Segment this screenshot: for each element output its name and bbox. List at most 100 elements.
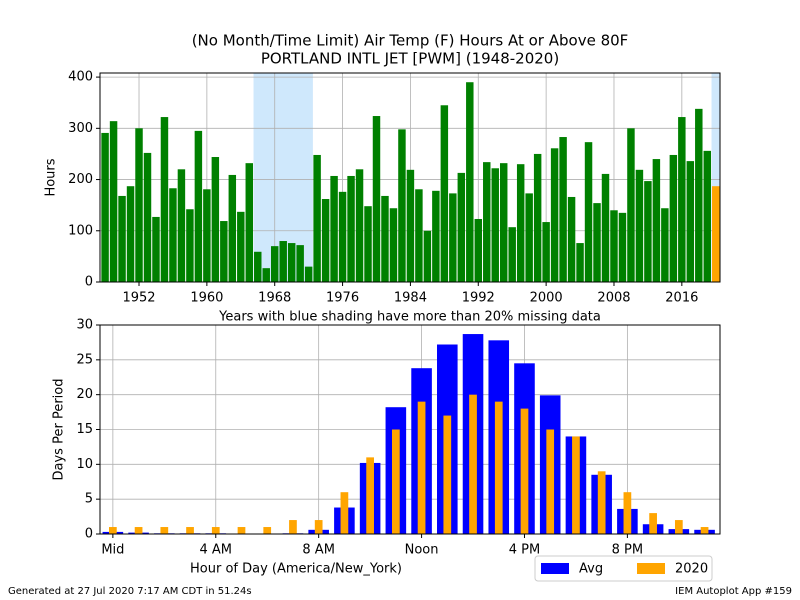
bar bbox=[338, 191, 347, 282]
x-tick-label: Mid bbox=[101, 543, 124, 558]
bar bbox=[423, 230, 432, 282]
bar bbox=[330, 175, 338, 282]
bar bbox=[466, 82, 474, 283]
bar bbox=[237, 527, 246, 534]
legend-box bbox=[534, 555, 713, 582]
legend-swatch bbox=[637, 563, 665, 574]
bar bbox=[644, 181, 652, 282]
bar bbox=[211, 527, 220, 534]
bar bbox=[321, 199, 330, 282]
bar bbox=[499, 163, 508, 282]
x-tick-label: 1952 bbox=[122, 291, 155, 306]
y-axis-label: Hours bbox=[44, 158, 59, 196]
y-tick-label: 15 bbox=[76, 422, 93, 437]
footer-left: Generated at 27 Jul 2020 7:17 AM CDT in … bbox=[8, 586, 252, 597]
bar bbox=[593, 203, 601, 282]
bar bbox=[572, 436, 580, 534]
bar bbox=[211, 157, 220, 282]
x-tick-label: 2008 bbox=[597, 291, 630, 306]
x-tick-label: 1984 bbox=[394, 291, 427, 306]
bar bbox=[649, 513, 657, 534]
x-tick-label: 8 AM bbox=[302, 543, 335, 558]
bar bbox=[313, 154, 321, 282]
x-tick-label: 1968 bbox=[258, 291, 291, 306]
bar bbox=[364, 206, 372, 282]
bar bbox=[262, 268, 270, 282]
bar bbox=[389, 208, 398, 282]
bar bbox=[160, 117, 169, 282]
bar bbox=[550, 148, 559, 282]
x-tick-label: 4 AM bbox=[200, 543, 233, 558]
x-axis-label: Hour of Day (America/New_York) bbox=[190, 562, 402, 577]
missing-data-shade bbox=[711, 73, 720, 282]
bar bbox=[635, 169, 644, 282]
bar bbox=[296, 245, 304, 282]
y-tick-label: 0 bbox=[85, 527, 93, 542]
bar bbox=[415, 189, 423, 282]
bar bbox=[440, 105, 449, 282]
bar bbox=[289, 520, 297, 534]
y-tick-label: 300 bbox=[68, 121, 93, 136]
chart-title: PORTLAND INTL JET [PWM] (1948-2020) bbox=[261, 50, 559, 68]
chart-title: (No Month/Time Limit) Air Temp (F) Hours… bbox=[192, 32, 629, 50]
bar bbox=[372, 116, 381, 282]
bar bbox=[623, 492, 632, 534]
bar bbox=[347, 175, 355, 282]
x-tick-label: 8 PM bbox=[612, 543, 643, 558]
bar bbox=[508, 227, 516, 282]
bar bbox=[686, 161, 695, 282]
bar bbox=[228, 174, 237, 282]
bar bbox=[627, 128, 635, 282]
y-tick-label: 20 bbox=[76, 387, 93, 402]
legend-swatch bbox=[541, 563, 569, 574]
bar bbox=[443, 415, 452, 534]
bar bbox=[304, 266, 313, 282]
legend-label: Avg bbox=[579, 562, 603, 577]
bar bbox=[203, 189, 211, 282]
x-tick-label: 1960 bbox=[190, 291, 223, 306]
bar bbox=[618, 212, 627, 282]
plot-frame bbox=[99, 72, 721, 283]
bar bbox=[652, 159, 661, 282]
bar bbox=[398, 129, 406, 282]
bar bbox=[542, 222, 550, 282]
bar bbox=[597, 471, 606, 534]
bar bbox=[494, 401, 503, 534]
y-tick-label: 25 bbox=[76, 352, 93, 367]
y-tick-label: 200 bbox=[68, 172, 93, 187]
bar bbox=[134, 527, 143, 534]
bar bbox=[432, 190, 440, 282]
bar bbox=[186, 209, 194, 282]
x-tick-label: Noon bbox=[405, 543, 439, 558]
bar bbox=[109, 527, 117, 534]
annotation: Years with blue shading have more than 2… bbox=[218, 310, 601, 325]
bar bbox=[469, 394, 477, 534]
bar bbox=[601, 173, 610, 282]
bar bbox=[366, 457, 374, 534]
bar bbox=[126, 186, 135, 282]
bar bbox=[101, 132, 109, 282]
bar bbox=[576, 243, 584, 282]
x-tick-label: 2000 bbox=[530, 291, 563, 306]
y-tick-label: 10 bbox=[76, 457, 93, 472]
y-tick-label: 100 bbox=[68, 223, 93, 238]
x-tick-label: 4 PM bbox=[509, 543, 540, 558]
bar bbox=[186, 527, 194, 534]
bar bbox=[160, 527, 169, 534]
bar bbox=[391, 429, 400, 534]
bar bbox=[491, 168, 499, 282]
bar bbox=[237, 211, 245, 282]
bar bbox=[194, 130, 203, 282]
bar bbox=[457, 172, 466, 282]
bar bbox=[516, 164, 525, 282]
x-tick-label: 1992 bbox=[462, 291, 495, 306]
bar bbox=[135, 128, 143, 282]
bar bbox=[287, 243, 296, 282]
plot-frame bbox=[99, 324, 721, 535]
x-tick-label: 1976 bbox=[326, 291, 359, 306]
bar bbox=[474, 218, 483, 282]
bar bbox=[533, 153, 542, 282]
bar bbox=[703, 150, 712, 282]
